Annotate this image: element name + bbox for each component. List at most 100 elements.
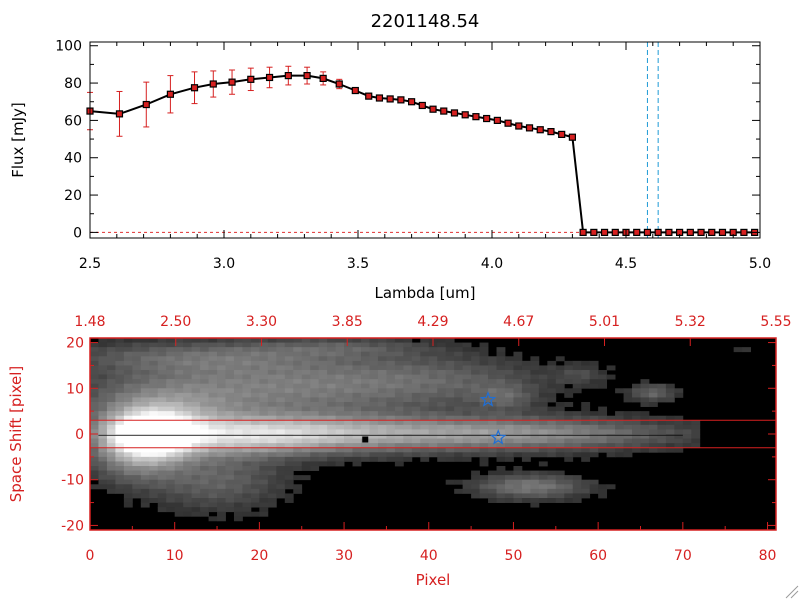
image-cell bbox=[115, 338, 125, 343]
image-cell bbox=[259, 406, 269, 412]
image-cell bbox=[496, 420, 506, 426]
image-cell bbox=[479, 356, 489, 362]
image-cell bbox=[344, 370, 353, 375]
image-cell bbox=[90, 388, 99, 394]
spectrum-y-label: Flux [mJy] bbox=[9, 102, 27, 178]
image-cell bbox=[445, 374, 455, 380]
image-cell bbox=[344, 365, 353, 371]
image-cell bbox=[411, 420, 421, 426]
image-cell bbox=[479, 447, 489, 453]
image-cell bbox=[420, 356, 430, 362]
image-cell bbox=[191, 374, 201, 380]
image-cell bbox=[555, 452, 565, 458]
image-cell bbox=[183, 402, 193, 407]
image-cell bbox=[276, 461, 286, 467]
image-cell bbox=[598, 383, 608, 389]
image-cell bbox=[420, 452, 430, 458]
image-cell bbox=[352, 411, 362, 417]
image-cell bbox=[183, 438, 193, 444]
image-cell bbox=[183, 406, 193, 412]
image-cell bbox=[90, 447, 99, 453]
image-cell bbox=[208, 507, 218, 513]
image-cell bbox=[259, 347, 269, 353]
image-cell bbox=[284, 379, 294, 385]
image-cell bbox=[166, 493, 176, 499]
image-cell bbox=[344, 360, 353, 366]
image-cell bbox=[267, 461, 277, 467]
image-cell bbox=[352, 424, 362, 430]
image-cell bbox=[293, 338, 303, 343]
data-point bbox=[493, 116, 501, 125]
image-cell bbox=[293, 438, 303, 444]
image-cell bbox=[403, 429, 413, 435]
image-cell bbox=[479, 443, 489, 449]
image-cell bbox=[513, 411, 523, 417]
image-cell bbox=[115, 379, 125, 385]
image-cell bbox=[632, 397, 641, 403]
image-cell bbox=[377, 424, 387, 430]
image-cell bbox=[301, 406, 311, 412]
image-cell bbox=[411, 397, 421, 403]
image-cell bbox=[191, 461, 201, 467]
image-cell bbox=[674, 415, 684, 421]
image-cell bbox=[166, 370, 176, 375]
image-cell bbox=[217, 434, 226, 439]
image-cell bbox=[504, 434, 514, 439]
image-cell bbox=[496, 456, 506, 462]
image-cell bbox=[284, 392, 294, 398]
image-cell bbox=[132, 493, 142, 499]
image-cell bbox=[318, 347, 328, 353]
image-cell bbox=[504, 438, 514, 444]
image-cell bbox=[488, 498, 497, 503]
image-cell bbox=[293, 356, 303, 362]
image-cell bbox=[242, 397, 252, 403]
image-cell bbox=[462, 392, 472, 398]
image-cell bbox=[352, 392, 362, 398]
image-cell bbox=[259, 338, 269, 343]
image-cell bbox=[276, 347, 286, 353]
image-cell bbox=[589, 360, 599, 366]
image-cell bbox=[217, 411, 226, 417]
image-cell bbox=[572, 488, 582, 494]
image-cell bbox=[200, 466, 209, 471]
image-cell bbox=[217, 452, 226, 458]
image-cell bbox=[149, 370, 159, 375]
image-cell bbox=[166, 351, 176, 357]
image-cell bbox=[513, 370, 523, 375]
image-cell bbox=[352, 365, 362, 371]
image-cell bbox=[200, 374, 209, 380]
image-cell bbox=[242, 356, 252, 362]
image-cell bbox=[335, 438, 345, 444]
data-point bbox=[590, 228, 598, 236]
image-cell bbox=[318, 356, 328, 362]
image-cell bbox=[437, 411, 447, 417]
image-cell bbox=[598, 374, 608, 380]
image-cell bbox=[454, 347, 464, 353]
image-cell bbox=[530, 470, 540, 476]
image-cell bbox=[615, 415, 624, 421]
image-cell bbox=[267, 383, 277, 389]
image-cell bbox=[496, 388, 506, 394]
image-cell bbox=[504, 447, 514, 453]
image-cell bbox=[267, 429, 277, 435]
image-cell bbox=[504, 488, 514, 494]
image-cell bbox=[572, 493, 582, 499]
image-cell bbox=[174, 452, 184, 458]
image-cell bbox=[682, 420, 692, 426]
image-cell bbox=[200, 397, 209, 403]
image-cell bbox=[589, 443, 599, 449]
image-cell bbox=[115, 488, 125, 494]
image-cell bbox=[547, 383, 557, 389]
image-cell bbox=[149, 388, 159, 394]
image-cell bbox=[386, 388, 396, 394]
image-cell bbox=[225, 365, 235, 371]
image-cell bbox=[496, 452, 506, 458]
image-cell bbox=[454, 434, 464, 439]
image-cell bbox=[267, 438, 277, 444]
resize-grip-icon[interactable] bbox=[785, 585, 799, 599]
image-cell bbox=[149, 452, 159, 458]
image-cell bbox=[157, 406, 167, 412]
image-cell bbox=[233, 479, 243, 485]
image-cell bbox=[623, 438, 633, 444]
image-cell bbox=[166, 365, 176, 371]
